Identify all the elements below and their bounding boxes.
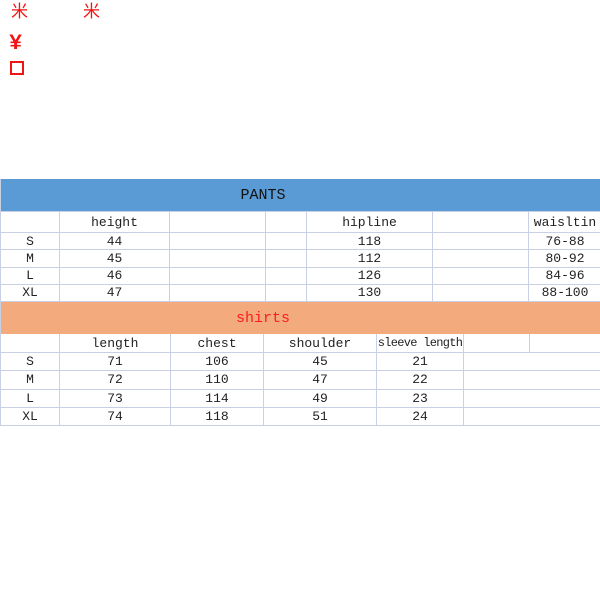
shirts-chest-cell: 106 bbox=[171, 353, 264, 372]
shirts-sleeve-cell: 21 bbox=[377, 353, 464, 372]
pants-size-cell: M bbox=[1, 250, 60, 268]
empty-cell bbox=[433, 233, 529, 251]
table-row: XL 47 130 88-100 bbox=[1, 284, 600, 302]
size-tables: PANTS height hipline waisltin S 44 118 7… bbox=[0, 179, 600, 426]
pants-hipline-cell: 126 bbox=[307, 267, 433, 285]
shirts-length-cell: 72 bbox=[60, 371, 171, 390]
shirts-header-spacer bbox=[530, 334, 600, 353]
shirts-length-cell: 74 bbox=[60, 407, 171, 426]
empty-cell bbox=[464, 408, 600, 426]
shirts-header-size bbox=[1, 334, 60, 353]
empty-cell bbox=[464, 371, 600, 390]
shirts-length-cell: 71 bbox=[60, 353, 171, 372]
empty-cell bbox=[433, 284, 529, 302]
shirts-header-spacer bbox=[464, 334, 530, 353]
pants-height-cell: 47 bbox=[60, 284, 170, 302]
table-row: S 71 106 45 21 bbox=[1, 353, 600, 372]
shirts-header-sleeve-length: sleeve length bbox=[377, 334, 464, 353]
empty-cell bbox=[170, 250, 266, 268]
table-row: XL 74 118 51 24 bbox=[1, 407, 600, 426]
shirts-size-cell: S bbox=[1, 353, 60, 372]
pants-header-waistline: waisltin bbox=[529, 212, 600, 233]
shirts-shoulder-cell: 45 bbox=[264, 353, 377, 372]
shirts-section-header: shirts bbox=[1, 302, 600, 334]
pants-section-header: PANTS bbox=[1, 179, 600, 212]
empty-cell bbox=[266, 250, 307, 268]
table-row: S 44 118 76-88 bbox=[1, 233, 600, 251]
pants-hipline-cell: 112 bbox=[307, 250, 433, 268]
empty-cell bbox=[266, 233, 307, 251]
shirts-sleeve-cell: 23 bbox=[377, 389, 464, 408]
red-watermark-glyph: 米 bbox=[11, 4, 28, 23]
pants-waistline-cell: 88-100 bbox=[529, 285, 600, 302]
pants-size-cell: L bbox=[1, 267, 60, 285]
shirts-size-cell: M bbox=[1, 371, 60, 390]
shirts-shoulder-cell: 51 bbox=[264, 407, 377, 426]
shirts-sleeve-cell: 24 bbox=[377, 407, 464, 426]
shirts-header-length: length bbox=[60, 334, 171, 353]
table-row: L 46 126 84-96 bbox=[1, 267, 600, 285]
pants-height-cell: 46 bbox=[60, 267, 170, 285]
pants-hipline-cell: 118 bbox=[307, 233, 433, 251]
shirts-chest-cell: 110 bbox=[171, 371, 264, 390]
red-yen-symbol: ¥ bbox=[9, 31, 23, 56]
red-box-artifact bbox=[10, 61, 24, 75]
red-watermark-glyph: 米 bbox=[83, 4, 100, 23]
pants-hipline-cell: 130 bbox=[307, 284, 433, 302]
pants-header-height: height bbox=[60, 212, 170, 233]
shirts-chest-cell: 114 bbox=[171, 389, 264, 408]
table-row: M 72 110 47 22 bbox=[1, 371, 600, 390]
empty-cell bbox=[170, 233, 266, 251]
pants-header-hipline: hipline bbox=[307, 212, 433, 233]
shirts-header-row: length chest shoulder sleeve length bbox=[1, 334, 600, 353]
empty-cell bbox=[464, 390, 600, 408]
pants-size-cell: S bbox=[1, 233, 60, 251]
shirts-shoulder-cell: 47 bbox=[264, 371, 377, 390]
empty-cell bbox=[266, 267, 307, 285]
pants-header-size bbox=[1, 212, 60, 233]
pants-height-cell: 45 bbox=[60, 250, 170, 268]
table-row: L 73 114 49 23 bbox=[1, 389, 600, 408]
shirts-size-cell: L bbox=[1, 389, 60, 408]
pants-header-spacer bbox=[433, 212, 529, 233]
shirts-header-chest: chest bbox=[171, 334, 264, 353]
shirts-length-cell: 73 bbox=[60, 389, 171, 408]
pants-size-cell: XL bbox=[1, 284, 60, 302]
shirts-header-shoulder: shoulder bbox=[264, 334, 377, 353]
pants-waistline-cell: 80-92 bbox=[529, 250, 600, 268]
shirts-size-cell: XL bbox=[1, 407, 60, 426]
empty-cell bbox=[170, 284, 266, 302]
pants-header-spacer bbox=[170, 212, 266, 233]
pants-header-row: height hipline waisltin bbox=[1, 212, 600, 233]
pants-waistline-cell: 76-88 bbox=[529, 233, 600, 251]
empty-cell bbox=[266, 284, 307, 302]
pants-waistline-cell: 84-96 bbox=[529, 268, 600, 285]
empty-cell bbox=[170, 267, 266, 285]
empty-cell bbox=[433, 250, 529, 268]
pants-header-spacer bbox=[266, 212, 307, 233]
shirts-chest-cell: 118 bbox=[171, 407, 264, 426]
table-row: M 45 112 80-92 bbox=[1, 250, 600, 268]
empty-cell bbox=[464, 353, 600, 372]
shirts-shoulder-cell: 49 bbox=[264, 389, 377, 408]
empty-cell bbox=[433, 267, 529, 285]
shirts-sleeve-cell: 22 bbox=[377, 371, 464, 390]
pants-height-cell: 44 bbox=[60, 233, 170, 251]
